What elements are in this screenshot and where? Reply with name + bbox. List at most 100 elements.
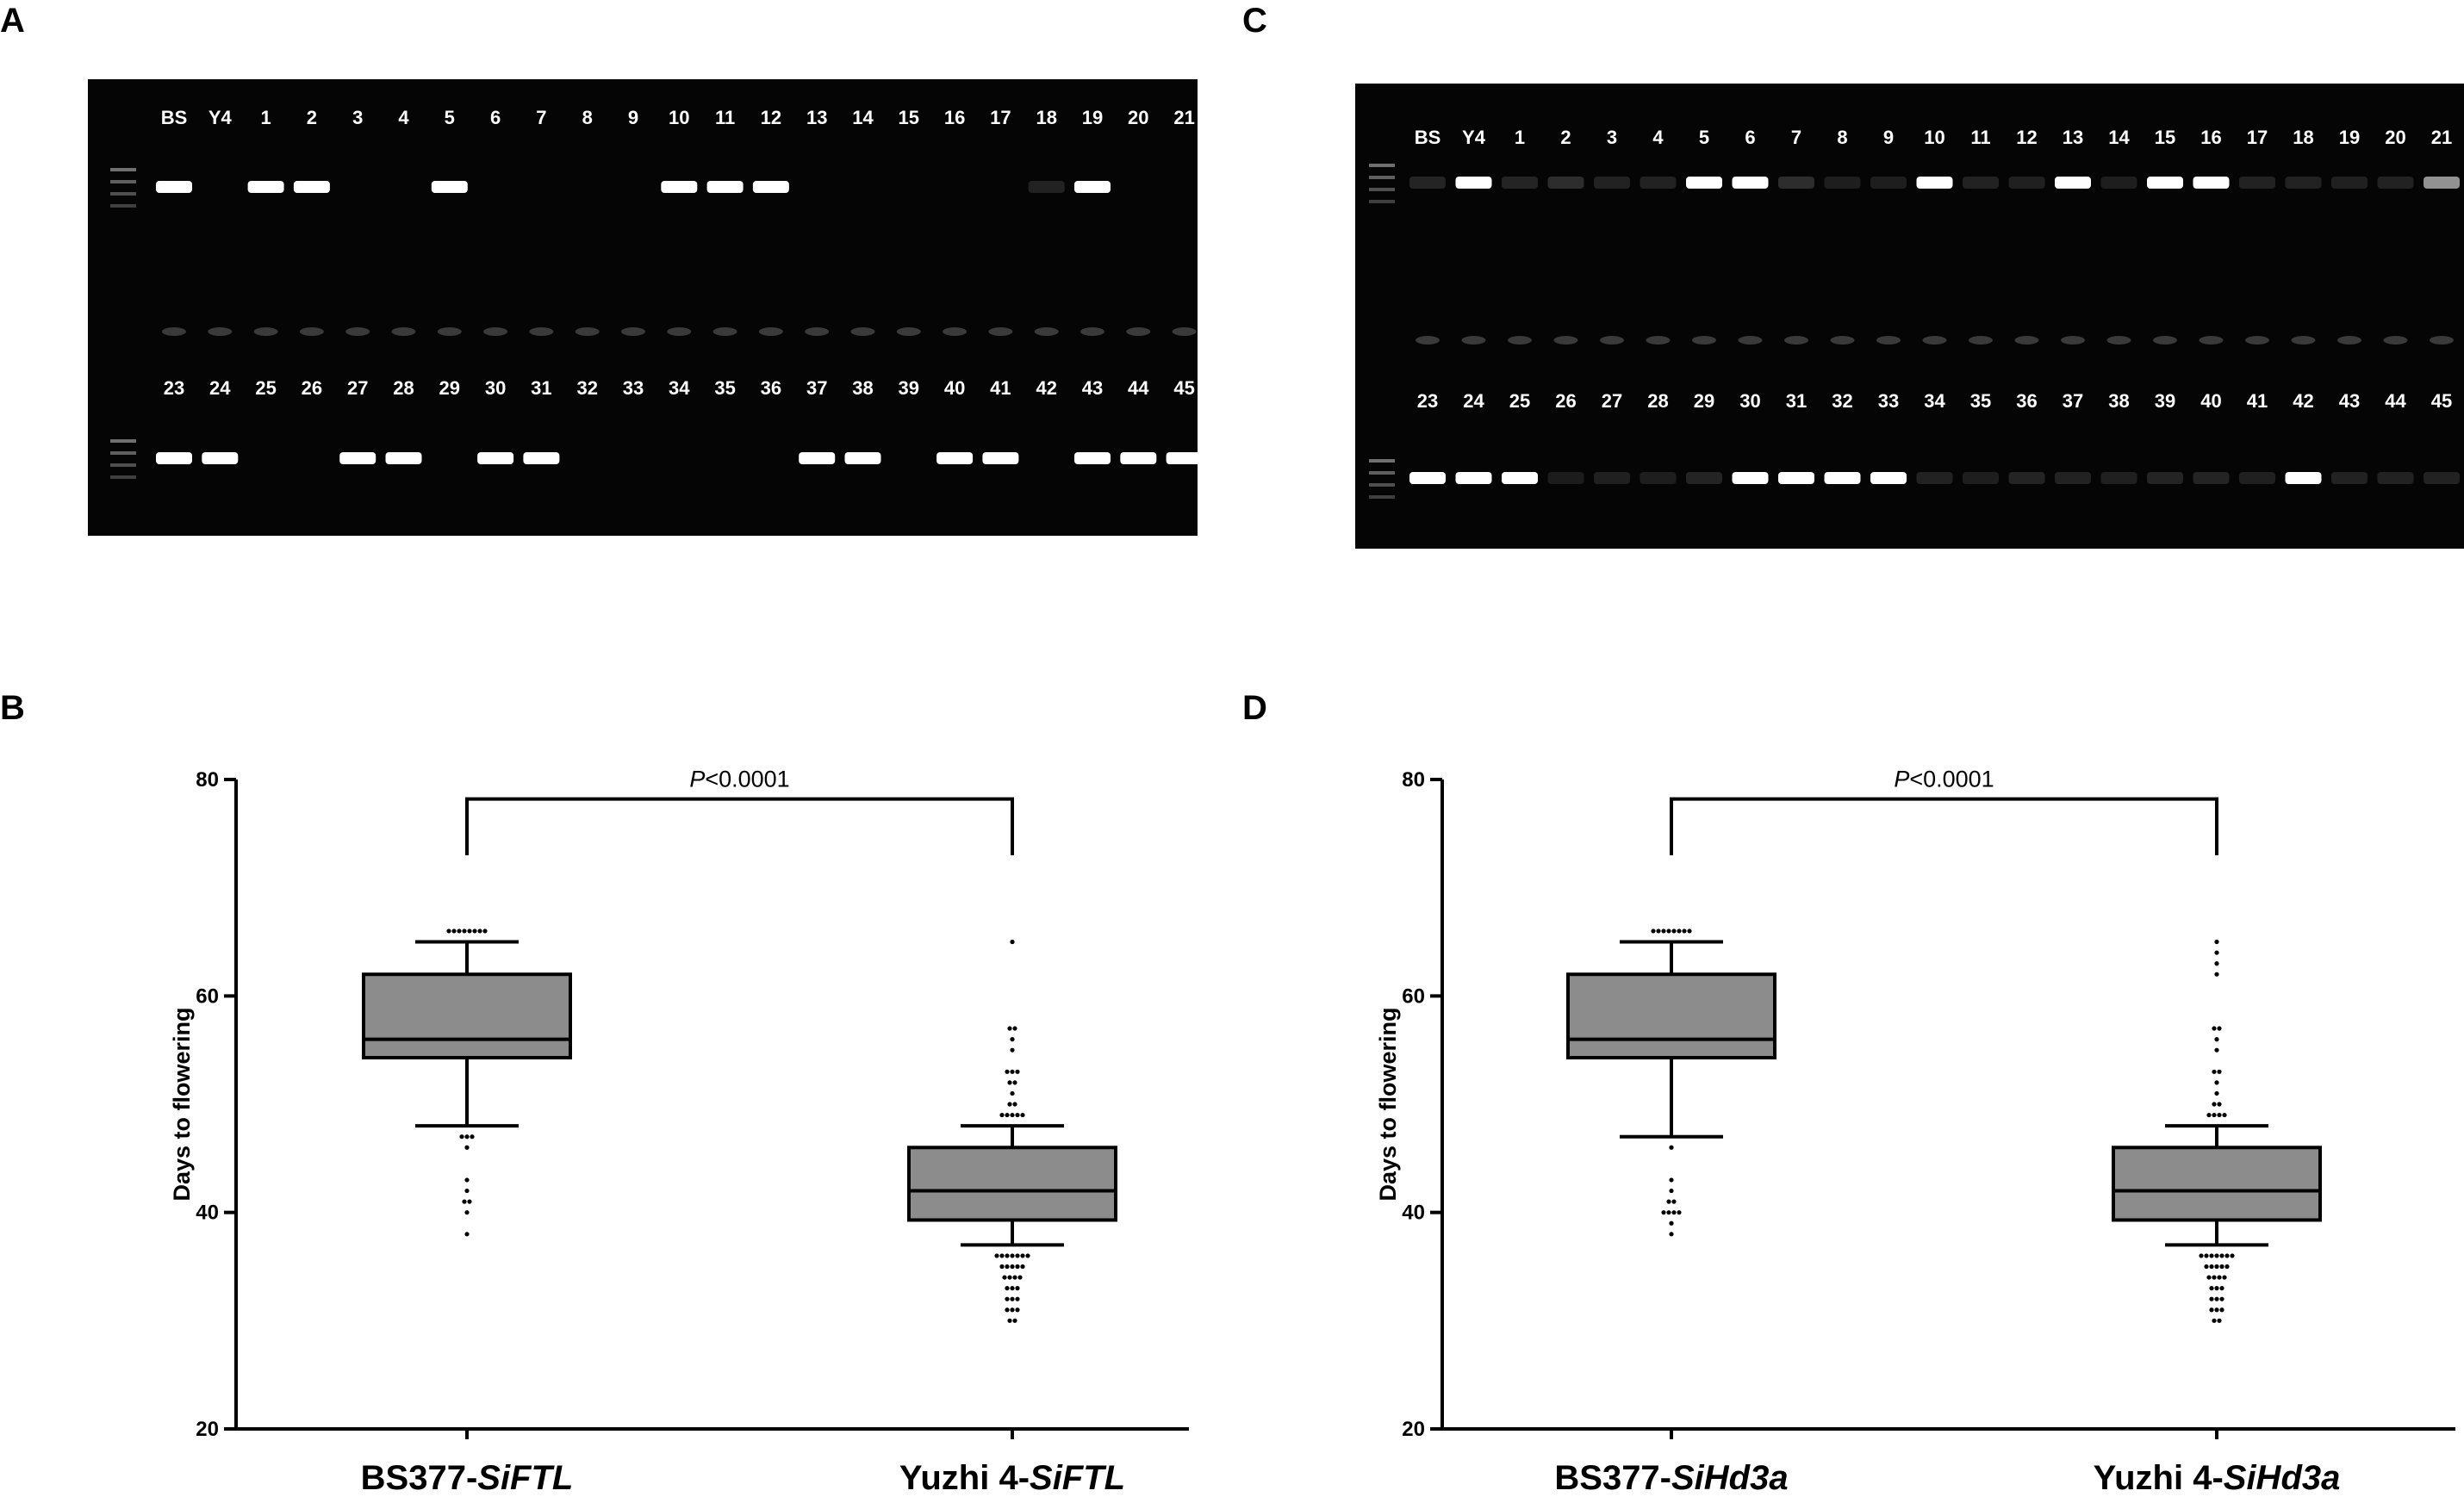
outlier-point <box>2212 1102 2217 1107</box>
outlier-point <box>1012 1026 1017 1031</box>
outlier-point <box>994 1253 999 1258</box>
outlier-point <box>1671 929 1677 934</box>
outlier-point <box>999 1264 1005 1270</box>
lane-label: 39 <box>2155 390 2175 412</box>
outlier-point <box>1020 1112 1025 1118</box>
gel-band <box>1778 472 1814 484</box>
lane-label: 9 <box>1883 127 1894 148</box>
outlier-point <box>464 1134 470 1140</box>
lane-label: 35 <box>714 377 735 399</box>
outlier-point <box>451 929 457 934</box>
lane-label: 36 <box>2016 390 2037 412</box>
outlier-point <box>1012 1275 1017 1280</box>
lane-label: 25 <box>1509 390 1530 412</box>
p-value-label: P<0.0001 <box>1894 767 1994 792</box>
gel-band <box>2331 177 2368 189</box>
gel-well <box>1461 336 1486 345</box>
outlier-point <box>2212 1275 2217 1280</box>
outlier-point <box>2219 1253 2224 1258</box>
outlier-point <box>464 1210 470 1215</box>
gel-well <box>1508 336 1532 345</box>
gel-well <box>575 327 600 336</box>
category-label: Yuzhi 4-SiFTL <box>899 1459 1125 1497</box>
lane-label: 23 <box>1417 390 1438 412</box>
gel-band <box>936 452 974 464</box>
gel-band <box>1640 472 1677 484</box>
gel-well <box>850 327 875 336</box>
outlier-point <box>1661 1210 1666 1215</box>
lane-label: 6 <box>1745 127 1755 148</box>
outlier-point <box>2217 1318 2222 1323</box>
gel-well <box>2153 336 2177 345</box>
lane-label: 14 <box>2108 127 2130 148</box>
category-label: Yuzhi 4-SiHd3a <box>2094 1459 2341 1497</box>
outlier-point <box>464 1145 470 1150</box>
lane-label: 36 <box>761 377 781 399</box>
gel-band <box>1409 472 1446 484</box>
gel-band <box>2331 472 2368 484</box>
gel-well <box>667 327 692 336</box>
outlier-point <box>1669 1177 1674 1183</box>
y-tick-label: 80 <box>1402 768 1425 792</box>
outlier-point <box>1012 1318 1017 1323</box>
lane-label: 27 <box>347 377 368 399</box>
outlier-point <box>1015 1307 1020 1313</box>
gel-band <box>1594 472 1630 484</box>
gel-band <box>1824 177 1861 189</box>
outlier-point <box>2212 1069 2217 1074</box>
lane-label: Y4 <box>208 107 233 128</box>
outlier-point <box>2209 1307 2214 1313</box>
lane-label: 1 <box>1515 127 1525 148</box>
outlier-point <box>1005 1253 1010 1258</box>
gel-band <box>431 181 468 193</box>
gel-image-a: BSY4123456789101112131415161718192021222… <box>88 79 1198 536</box>
lane-label: 4 <box>398 107 409 128</box>
box-iqr <box>1566 972 1776 1059</box>
gel-image-c: BSY4123456789101112131415161718192021222… <box>1355 84 2464 549</box>
gel-band <box>477 452 514 464</box>
outlier-point <box>1656 929 1661 934</box>
gel-well <box>208 327 233 336</box>
outlier-point <box>2214 1253 2219 1258</box>
lane-label: 2 <box>307 107 317 128</box>
significance-bracket <box>465 797 1014 855</box>
outlier-point <box>1007 1275 1012 1280</box>
gel-band <box>1120 452 1157 464</box>
y-tick-label: 60 <box>196 984 219 1008</box>
outlier-point <box>464 1188 470 1194</box>
lane-label: 33 <box>623 377 644 399</box>
gel-band <box>1502 177 1538 189</box>
outlier-point <box>1007 1318 1012 1323</box>
outlier-point <box>2214 1080 2219 1085</box>
gel-well <box>2291 336 2316 345</box>
gel-band <box>2100 472 2137 484</box>
outlier-point <box>2219 1286 2224 1291</box>
ladder-band <box>1369 483 1395 487</box>
lane-label: 16 <box>944 107 965 128</box>
outlier-point <box>467 1199 472 1204</box>
gel-band <box>247 181 284 193</box>
lane-label: 41 <box>990 377 1011 399</box>
significance-bracket <box>1670 797 2218 855</box>
lane-label: 37 <box>806 377 827 399</box>
outlier-point <box>457 929 462 934</box>
lane-label: 33 <box>1878 390 1899 412</box>
ladder-band <box>1369 188 1395 191</box>
outlier-point <box>2214 1037 2219 1042</box>
lane-label: 43 <box>2339 390 2360 412</box>
gel-band <box>1166 452 1198 464</box>
outlier-point <box>1012 1102 1017 1107</box>
lane-label: 34 <box>669 377 690 399</box>
outlier-point <box>1677 929 1682 934</box>
lane-label: 14 <box>852 107 874 128</box>
lane-label: 38 <box>2108 390 2129 412</box>
lane-label: 30 <box>1739 390 1760 412</box>
gel-band <box>2239 177 2275 189</box>
gel-band <box>706 181 744 193</box>
gel-band <box>2193 472 2230 484</box>
gel-band <box>523 452 560 464</box>
ladder-band <box>1369 164 1395 167</box>
lane-label: 9 <box>628 107 638 128</box>
ladder-band <box>110 439 136 443</box>
lane-label: 34 <box>1924 390 1945 412</box>
